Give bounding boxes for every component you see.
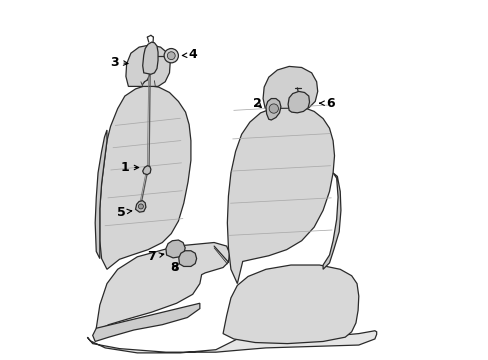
Circle shape [164,49,178,63]
Polygon shape [87,331,376,353]
Circle shape [167,52,175,60]
Text: 8: 8 [170,261,179,274]
Polygon shape [287,91,309,113]
Text: 4: 4 [182,49,197,62]
Polygon shape [142,166,151,175]
Polygon shape [165,240,185,258]
Polygon shape [135,201,145,212]
Text: 3: 3 [110,55,128,69]
Text: 2: 2 [252,97,261,110]
Text: 7: 7 [147,250,163,263]
Polygon shape [223,265,358,343]
Polygon shape [100,85,190,269]
Polygon shape [95,130,107,258]
Circle shape [268,104,278,113]
Polygon shape [323,173,340,269]
Polygon shape [93,303,200,342]
Polygon shape [227,106,334,284]
Text: 1: 1 [120,161,139,174]
Text: 5: 5 [117,206,131,219]
Polygon shape [142,42,158,74]
Circle shape [138,204,143,209]
Polygon shape [125,45,170,86]
Text: 6: 6 [319,97,334,110]
Polygon shape [179,251,196,266]
Polygon shape [263,66,317,109]
Polygon shape [265,99,281,120]
Polygon shape [96,243,229,329]
